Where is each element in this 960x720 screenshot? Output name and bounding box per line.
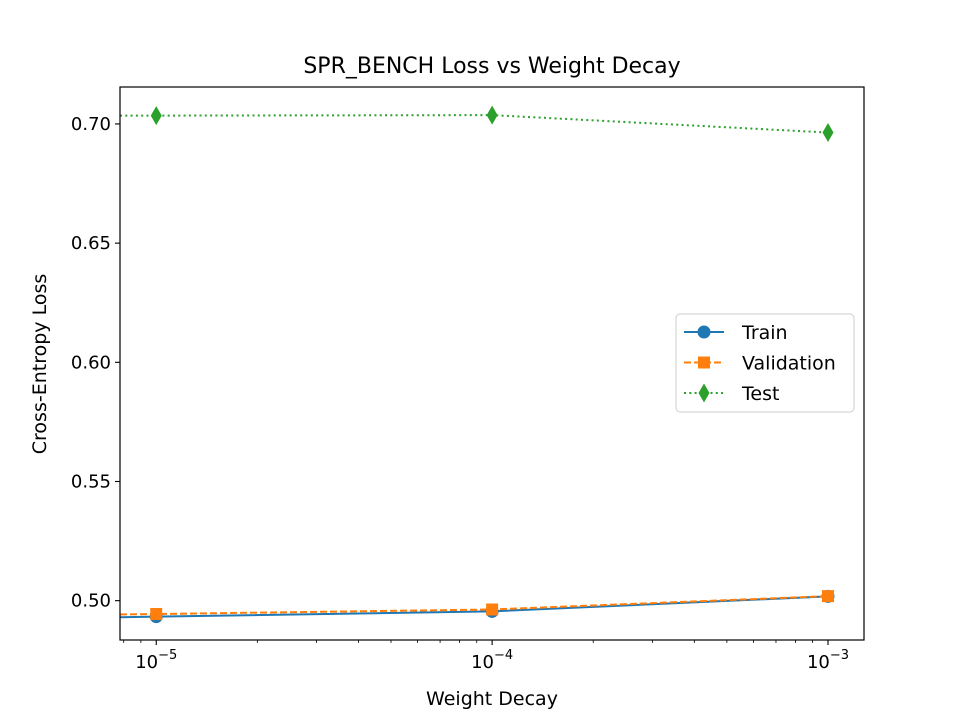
test-point [150, 106, 162, 126]
x-tick-label-base: 10 [135, 652, 158, 673]
legend-label-test: Test [741, 383, 779, 405]
x-tick-label-base: 10 [807, 652, 830, 673]
chart-title: SPR_BENCH Loss vs Weight Decay [303, 54, 680, 79]
plot-frame [119, 86, 865, 641]
validation-point [150, 608, 163, 621]
x-tick-label-exponent: −5 [158, 648, 177, 663]
y-tick-label: 0.50 [71, 591, 111, 612]
legend-marker-train [697, 325, 711, 339]
x-tick-label-base: 10 [471, 652, 494, 673]
validation-series-line [119, 595, 829, 616]
y-axis-label: Cross-Entropy Loss [29, 274, 51, 454]
x-tick-label: 10−3 [807, 648, 849, 673]
x-tick-label: 10−4 [471, 648, 513, 673]
test-point [486, 105, 498, 125]
validation-point [486, 603, 499, 616]
y-tick-label: 0.65 [71, 233, 111, 254]
legend-label-validation: Validation [742, 353, 836, 375]
test-point [822, 123, 834, 143]
y-tick-label: 0.60 [71, 352, 111, 373]
x-tick-label-exponent: −3 [830, 648, 849, 663]
x-tick-label-exponent: −4 [494, 648, 513, 663]
legend-label-train: Train [741, 322, 788, 344]
train-series-line [119, 595, 829, 619]
legend-marker-validation [698, 356, 710, 369]
legend-marker-test [698, 383, 710, 403]
legend: Train Validation Test [675, 313, 855, 413]
validation-point [821, 590, 834, 603]
y-tick-label: 0.70 [71, 114, 111, 135]
legend-box [675, 313, 855, 413]
y-tick-label: 0.55 [71, 471, 111, 492]
x-axis-label: Weight Decay [426, 688, 558, 710]
x-tick-label: 10−5 [135, 648, 177, 673]
